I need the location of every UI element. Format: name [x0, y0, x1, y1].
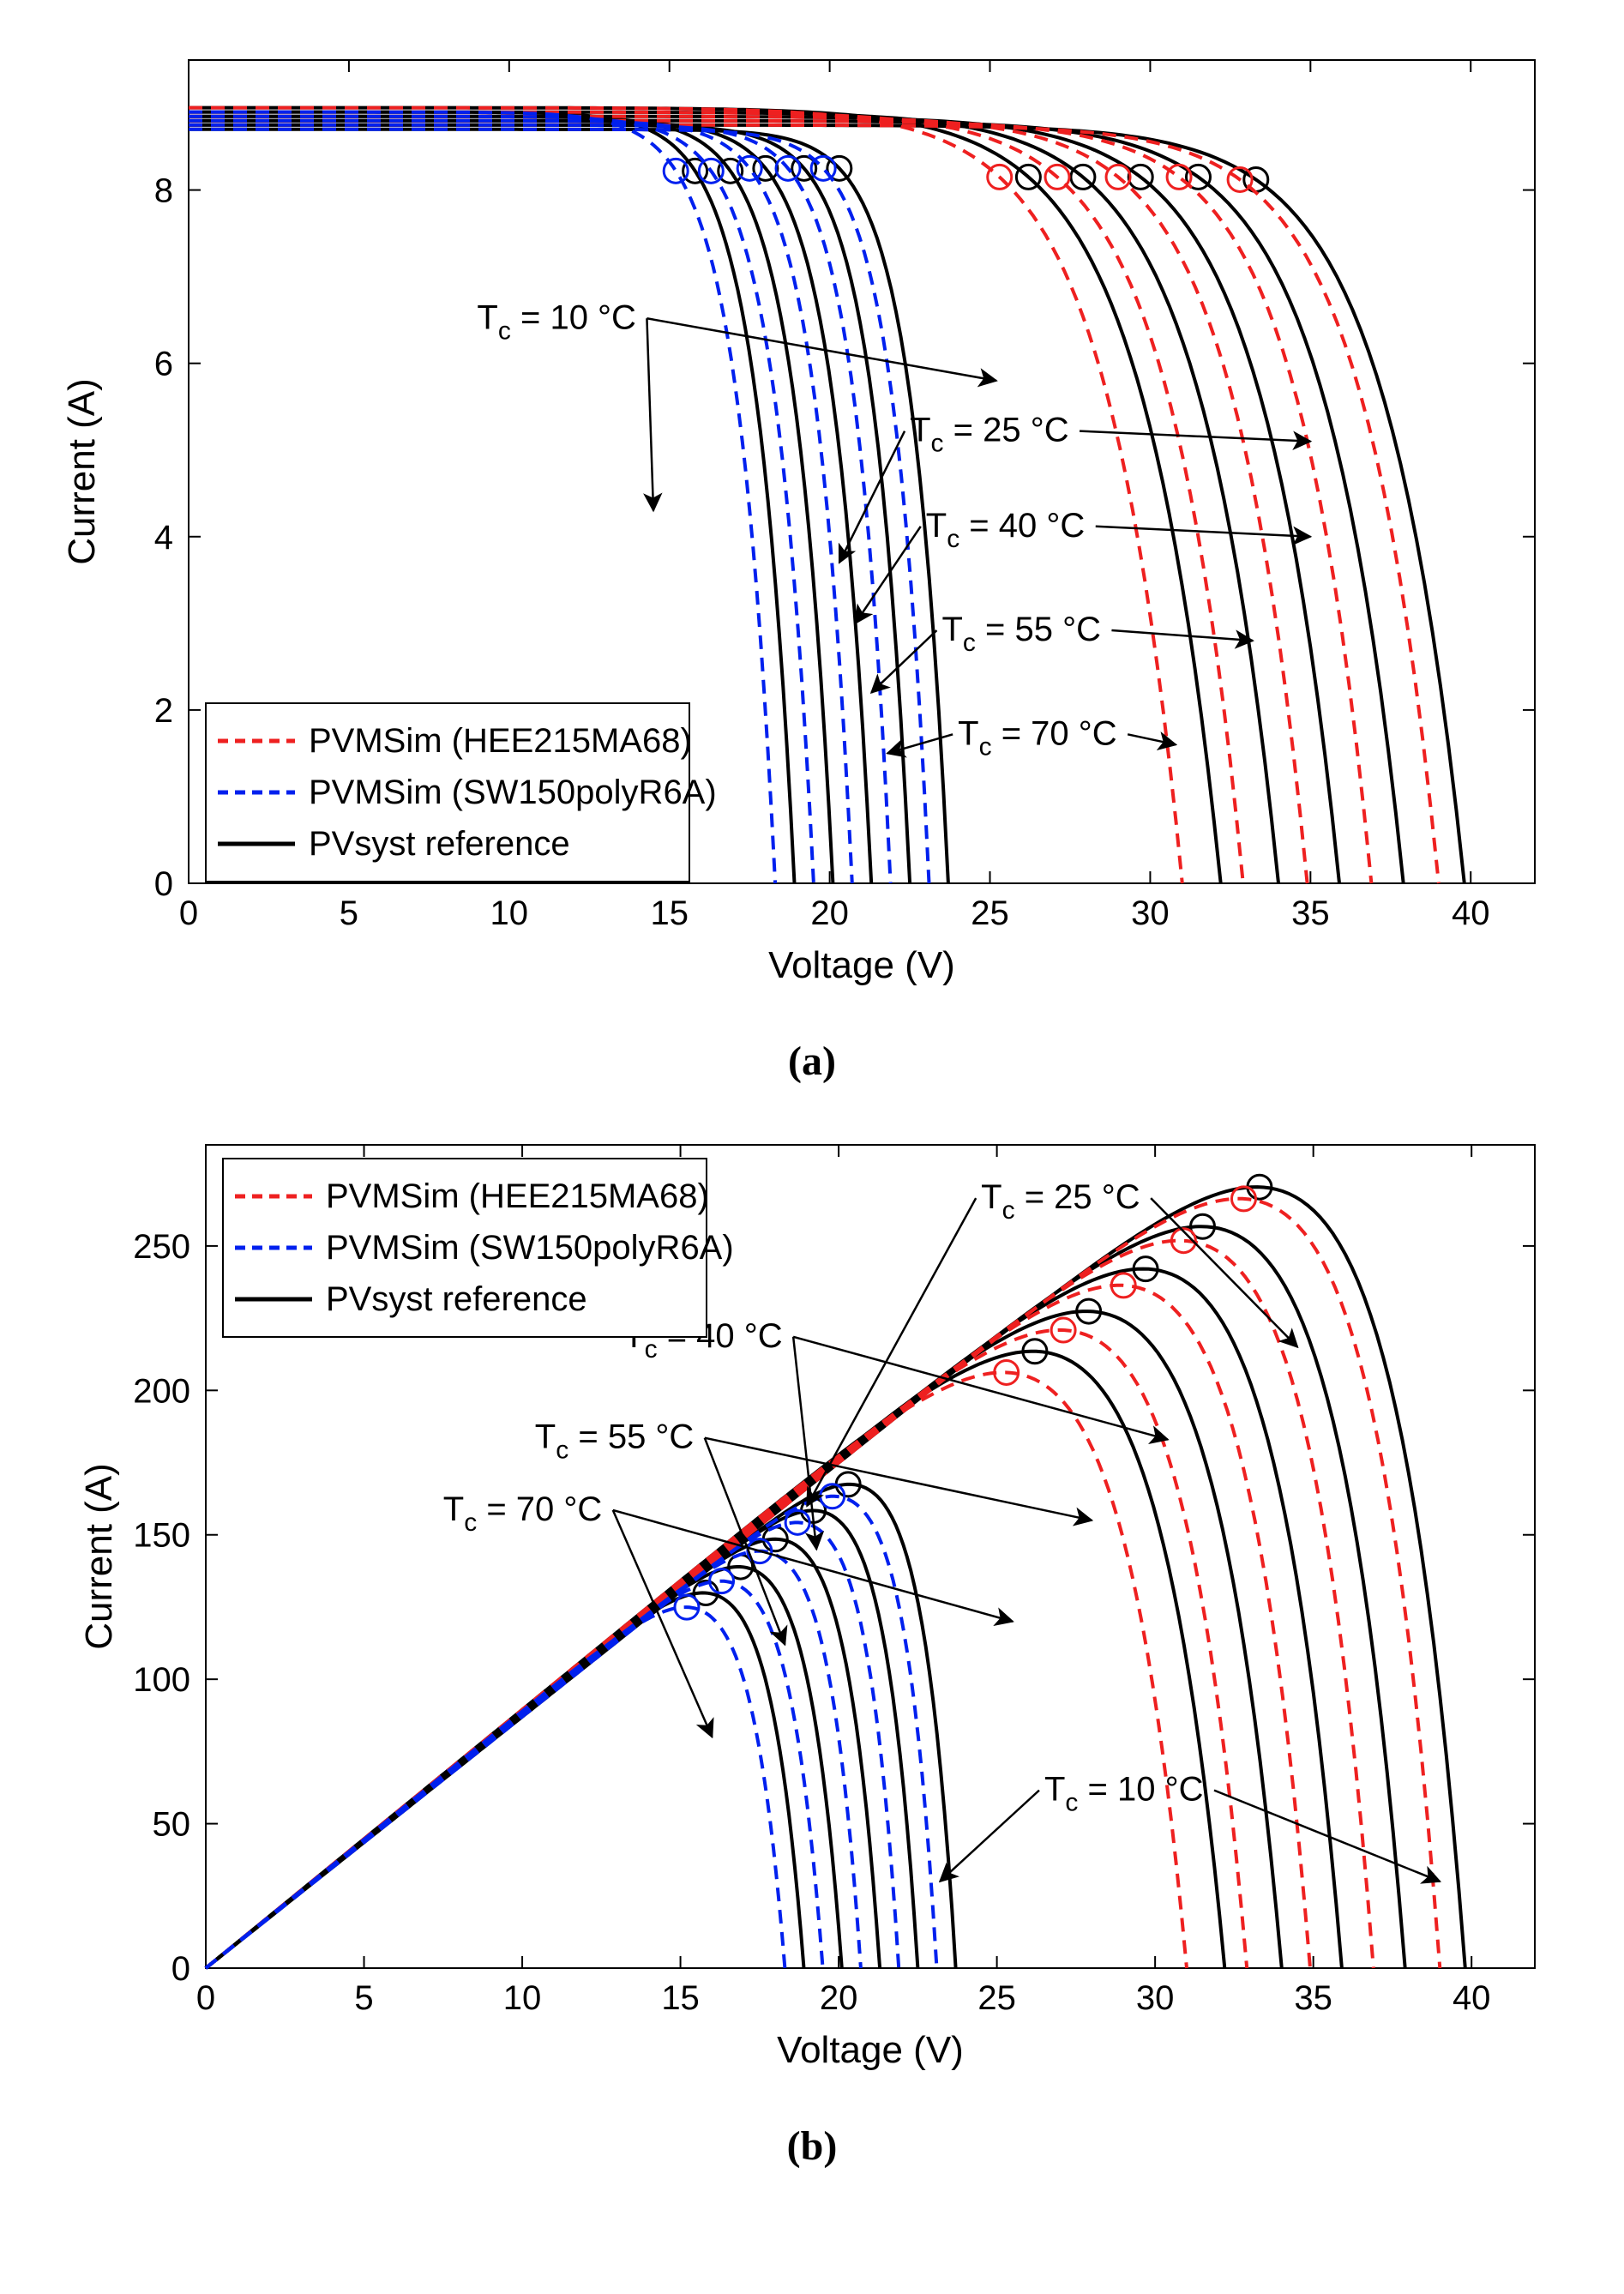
svg-text:Voltage (V): Voltage (V) — [768, 944, 955, 986]
svg-text:200: 200 — [133, 1372, 190, 1410]
svg-text:5: 5 — [354, 1979, 373, 2017]
svg-text:10: 10 — [503, 1979, 542, 2017]
chart-a-svg: 0 5 10 15 20 25 30 35 40 0 2 4 6 8 Voltage (V) Current … — [34, 34, 1590, 1021]
svg-text:Tc = 70 °C: Tc = 70 °C — [958, 714, 1117, 761]
svg-text:6: 6 — [154, 346, 173, 383]
svg-text:20: 20 — [820, 1979, 858, 2017]
panel-b-label: (b) — [34, 2122, 1590, 2170]
svg-text:15: 15 — [661, 1979, 700, 2017]
svg-text:Tc = 55 °C: Tc = 55 °C — [535, 1418, 695, 1465]
svg-text:250: 250 — [133, 1228, 190, 1266]
svg-text:Tc = 55 °C: Tc = 55 °C — [941, 611, 1101, 657]
svg-text:PVMSim (SW150polyR6A): PVMSim (SW150polyR6A) — [326, 1229, 734, 1267]
svg-text:100: 100 — [133, 1661, 190, 1699]
svg-text:35: 35 — [1291, 894, 1330, 932]
svg-text:PVsyst reference: PVsyst reference — [309, 825, 570, 863]
svg-text:Tc = 25 °C: Tc = 25 °C — [910, 412, 1069, 458]
svg-text:20: 20 — [810, 894, 849, 932]
svg-text:Tc = 25 °C: Tc = 25 °C — [981, 1178, 1140, 1225]
svg-text:Tc = 10 °C: Tc = 10 °C — [1044, 1771, 1204, 1817]
figure-container: 0 5 10 15 20 25 30 35 40 0 2 4 6 8 Voltage (V) Current … — [34, 34, 1590, 2170]
svg-text:Voltage (V): Voltage (V) — [777, 2029, 964, 2071]
svg-text:Current (A): Current (A) — [78, 1463, 120, 1650]
svg-text:5: 5 — [340, 894, 358, 932]
svg-text:PVsyst reference: PVsyst reference — [326, 1280, 587, 1318]
svg-text:35: 35 — [1294, 1979, 1332, 2017]
svg-text:0: 0 — [154, 865, 173, 903]
svg-text:Tc = 70 °C: Tc = 70 °C — [443, 1490, 603, 1537]
svg-text:25: 25 — [971, 894, 1009, 932]
svg-text:Current (A): Current (A) — [61, 378, 103, 565]
svg-text:0: 0 — [179, 894, 198, 932]
svg-text:Tc = 10 °C: Tc = 10 °C — [477, 298, 636, 345]
svg-text:150: 150 — [133, 1517, 190, 1555]
svg-text:30: 30 — [1131, 894, 1170, 932]
svg-text:Tc = 40 °C: Tc = 40 °C — [926, 507, 1086, 553]
svg-text:40: 40 — [1452, 894, 1490, 932]
svg-text:PVMSim (HEE215MA68): PVMSim (HEE215MA68) — [326, 1177, 709, 1215]
svg-text:0: 0 — [196, 1979, 215, 2017]
svg-text:2: 2 — [154, 692, 173, 730]
svg-text:15: 15 — [650, 894, 689, 932]
svg-text:40: 40 — [1453, 1979, 1491, 2017]
svg-text:30: 30 — [1136, 1979, 1175, 2017]
svg-text:0: 0 — [171, 1950, 190, 1988]
svg-text:50: 50 — [153, 1806, 191, 1844]
svg-text:PVMSim (SW150polyR6A): PVMSim (SW150polyR6A) — [309, 774, 717, 811]
svg-text:25: 25 — [977, 1979, 1016, 2017]
panel-a: 0 5 10 15 20 25 30 35 40 0 2 4 6 8 Voltage (V) Current … — [34, 34, 1590, 1085]
panel-a-label: (a) — [34, 1038, 1590, 1085]
panel-b: 0 5 10 15 20 25 30 35 40 0 50 100 150 200 250 Voltage (… — [34, 1119, 1590, 2170]
svg-text:8: 8 — [154, 172, 173, 210]
svg-text:PVMSim (HEE215MA68): PVMSim (HEE215MA68) — [309, 722, 692, 760]
svg-text:10: 10 — [490, 894, 529, 932]
chart-b-svg: 0 5 10 15 20 25 30 35 40 0 50 100 150 200 250 Voltage (… — [34, 1119, 1590, 2105]
svg-text:4: 4 — [154, 519, 173, 557]
